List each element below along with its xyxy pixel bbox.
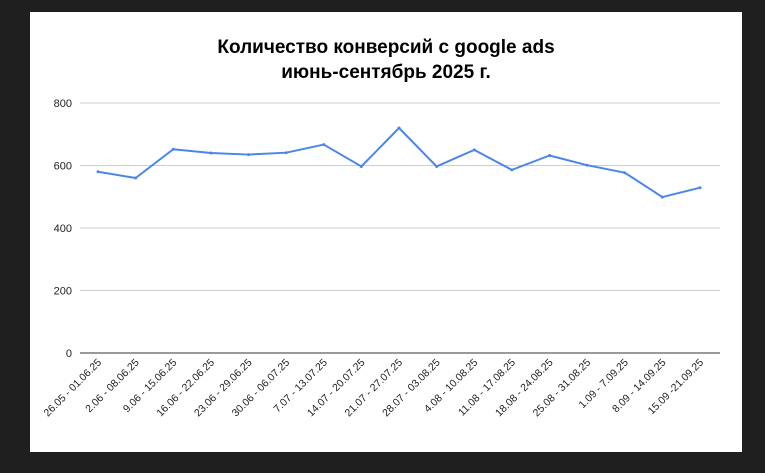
series-line-0 [97, 127, 701, 199]
data-point [359, 164, 363, 168]
data-point [698, 186, 702, 190]
data-point [96, 170, 100, 174]
data-point [548, 154, 551, 157]
data-point [510, 168, 514, 172]
data-point [472, 148, 476, 152]
data-point [247, 153, 250, 157]
data-point [623, 171, 627, 175]
data-point [435, 164, 439, 168]
y-tick-label-400: 400 [54, 223, 72, 235]
chart-container: Количество конверсий с google ads июнь-с… [30, 12, 742, 452]
chart-subtitle: июнь-сентябрь 2025 г. [281, 62, 491, 83]
y-tick-label-800: 800 [54, 98, 72, 110]
data-point [322, 143, 326, 147]
data-point [284, 151, 288, 155]
y-tick-label-600: 600 [54, 161, 72, 173]
y-tick-label-0: 0 [66, 348, 72, 360]
data-point [209, 151, 213, 155]
data-point [171, 147, 175, 151]
chart-title: Количество конверсий с google ads [217, 37, 555, 58]
data-point [397, 126, 401, 130]
data-point [134, 176, 138, 180]
data-point [585, 163, 589, 167]
chart-title-block: Количество конверсий с google ads июнь-с… [30, 35, 742, 85]
data-point [660, 195, 664, 199]
y-tick-label-200: 200 [54, 286, 72, 298]
